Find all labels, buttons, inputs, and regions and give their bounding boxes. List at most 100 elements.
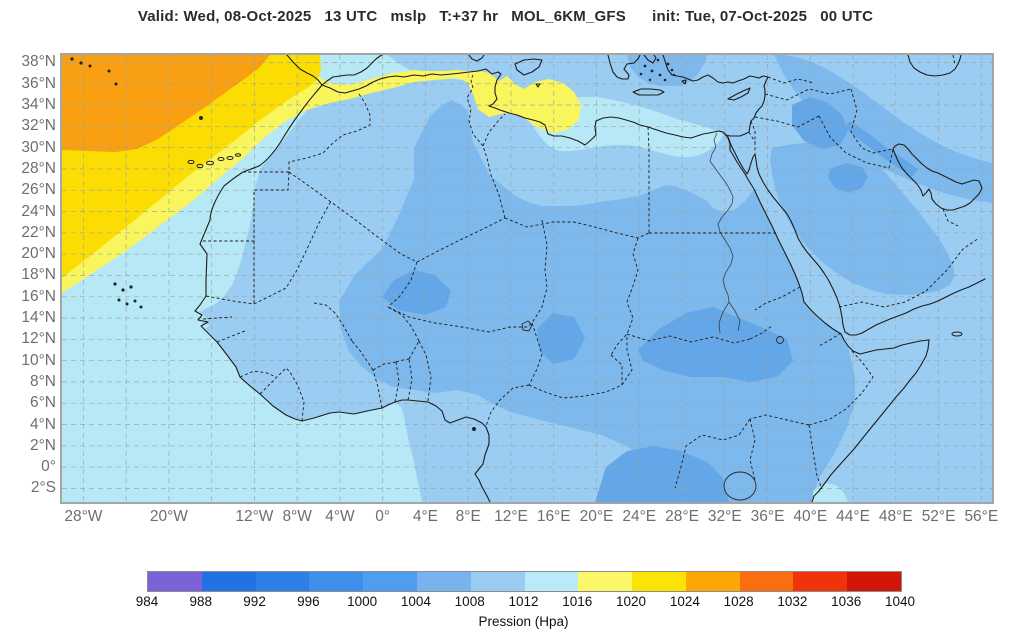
lat-tick-label: 34°N <box>21 96 56 114</box>
lake-chad <box>521 320 533 332</box>
lake-victoria <box>723 471 757 501</box>
lat-tick-label: 8°N <box>29 372 56 390</box>
low-1000-iraq <box>792 97 848 149</box>
colorbar-segment <box>578 572 633 591</box>
socotra-island <box>951 331 963 337</box>
lat-tick-label: 6°N <box>29 394 56 412</box>
lon-tick-label: 52°E <box>921 508 956 525</box>
lat-tick-label: 2°N <box>29 436 56 454</box>
rivers-lakes <box>521 132 784 501</box>
colorbar-value: 996 <box>297 594 320 609</box>
lon-tick-label: 56°E <box>964 508 999 525</box>
lat-tick-label: 20°N <box>21 245 56 263</box>
lat-tick-label: 16°N <box>21 287 56 305</box>
lat-tick-label: 14°N <box>21 309 56 327</box>
azores-madeira <box>70 57 203 120</box>
colorbar-value: 1028 <box>723 594 754 609</box>
lon-tick-label: 4°W <box>325 508 355 525</box>
colorbar-value: 1036 <box>831 594 862 609</box>
country-borders <box>201 55 980 490</box>
colorbar-segment <box>632 572 687 591</box>
nile-river <box>709 132 741 334</box>
lat-tick-label: 10°N <box>21 351 56 369</box>
lat-tick-label: 22°N <box>21 223 56 241</box>
lon-tick-label: 20°W <box>149 508 188 525</box>
colorbar-segment <box>739 572 794 591</box>
page-title: Valid: Wed, 08-Oct-2025 13 UTC mslp T:+3… <box>137 8 874 25</box>
low-1000-mali-niger <box>382 270 451 315</box>
coast-west-africa <box>194 84 491 502</box>
lat-tick-label: 4°N <box>29 415 56 433</box>
lat-tick-label: 12°N <box>21 330 56 348</box>
canary-islands <box>187 153 241 169</box>
colorbar-value: 1000 <box>347 594 378 609</box>
colorbar-segment <box>255 572 310 591</box>
coast-cyprus <box>727 87 751 101</box>
low-1000-chad <box>537 313 585 364</box>
colorbar-value: 1016 <box>562 594 593 609</box>
colorbar-caption: Pression (Hpa) <box>478 614 569 629</box>
band-1004-arabia <box>770 142 955 295</box>
colorbar <box>147 571 902 592</box>
colorbar-value: 1020 <box>616 594 647 609</box>
lake-tana <box>776 336 784 344</box>
band-1004-anatolia-iran <box>774 55 992 203</box>
aegean-islands <box>639 58 676 82</box>
lon-tick-label: 12°E <box>494 508 528 525</box>
lon-tick-label: 32°E <box>707 508 742 525</box>
colorbar-segment <box>470 572 525 591</box>
lon-tick-label: 20°E <box>579 508 614 525</box>
bioko-island <box>472 427 476 431</box>
colorbar-value: 1012 <box>508 594 539 609</box>
lat-tick-label: 28°N <box>21 159 56 177</box>
lat-tick-label: 24°N <box>21 202 56 220</box>
coast-north-africa-levant-turkey <box>321 55 769 146</box>
colorbar-segment <box>685 572 741 591</box>
lon-tick-label: 24°E <box>622 508 657 525</box>
colorbar-segment <box>847 572 902 591</box>
lat-tick-label: 32°N <box>21 117 56 135</box>
colorbar-segment <box>416 572 472 591</box>
colorbar-value: 1024 <box>669 594 700 609</box>
low-1000-arabia <box>828 163 868 193</box>
mslp-field-svg <box>62 55 992 502</box>
map-canvas <box>60 53 994 504</box>
colorbar-segment <box>309 572 364 591</box>
colorbar-segment <box>793 572 848 591</box>
lon-tick-label: 44°E <box>836 508 870 525</box>
colorbar-value: 1040 <box>884 594 916 609</box>
lon-tick-label: 36°E <box>750 508 785 525</box>
colorbar-segment <box>201 572 257 591</box>
colorbar-value: 1004 <box>400 594 431 609</box>
coast-crete <box>632 88 665 96</box>
coast-persian-gulf <box>892 143 983 211</box>
coast-sinai-arabia <box>723 132 986 336</box>
lon-tick-label: 40°E <box>793 508 828 525</box>
lon-tick-label: 28°E <box>665 508 699 525</box>
pressure-field <box>62 55 992 502</box>
colorbar-segment <box>524 572 579 591</box>
low-1000-sudan-ethiopia <box>638 307 793 382</box>
coastlines <box>70 55 986 502</box>
colorbar-segment <box>148 572 203 591</box>
low-1000-congo <box>595 446 729 502</box>
lon-tick-label: 8°E <box>455 508 481 525</box>
cape-verde-islands <box>113 282 143 309</box>
lon-tick-label: 12°W <box>235 508 274 525</box>
coast-sardinia-tip <box>468 55 485 62</box>
coast-sicily <box>514 58 543 76</box>
lon-tick-label: 0° <box>375 508 391 525</box>
high-1024-azores <box>62 55 270 152</box>
lon-tick-label: 28°W <box>64 508 103 525</box>
lat-tick-label: 36°N <box>21 74 56 92</box>
lon-tick-label: 4°E <box>412 508 439 525</box>
colorbar-value: 984 <box>135 594 159 609</box>
coast-iberia <box>286 55 383 86</box>
lat-tick-label: 26°N <box>21 181 56 199</box>
colorbar-value: 1032 <box>777 594 808 609</box>
graticule <box>62 55 992 502</box>
coast-greece <box>607 55 657 80</box>
lon-tick-label: 8°W <box>282 508 312 525</box>
coast-caspian <box>907 55 962 77</box>
